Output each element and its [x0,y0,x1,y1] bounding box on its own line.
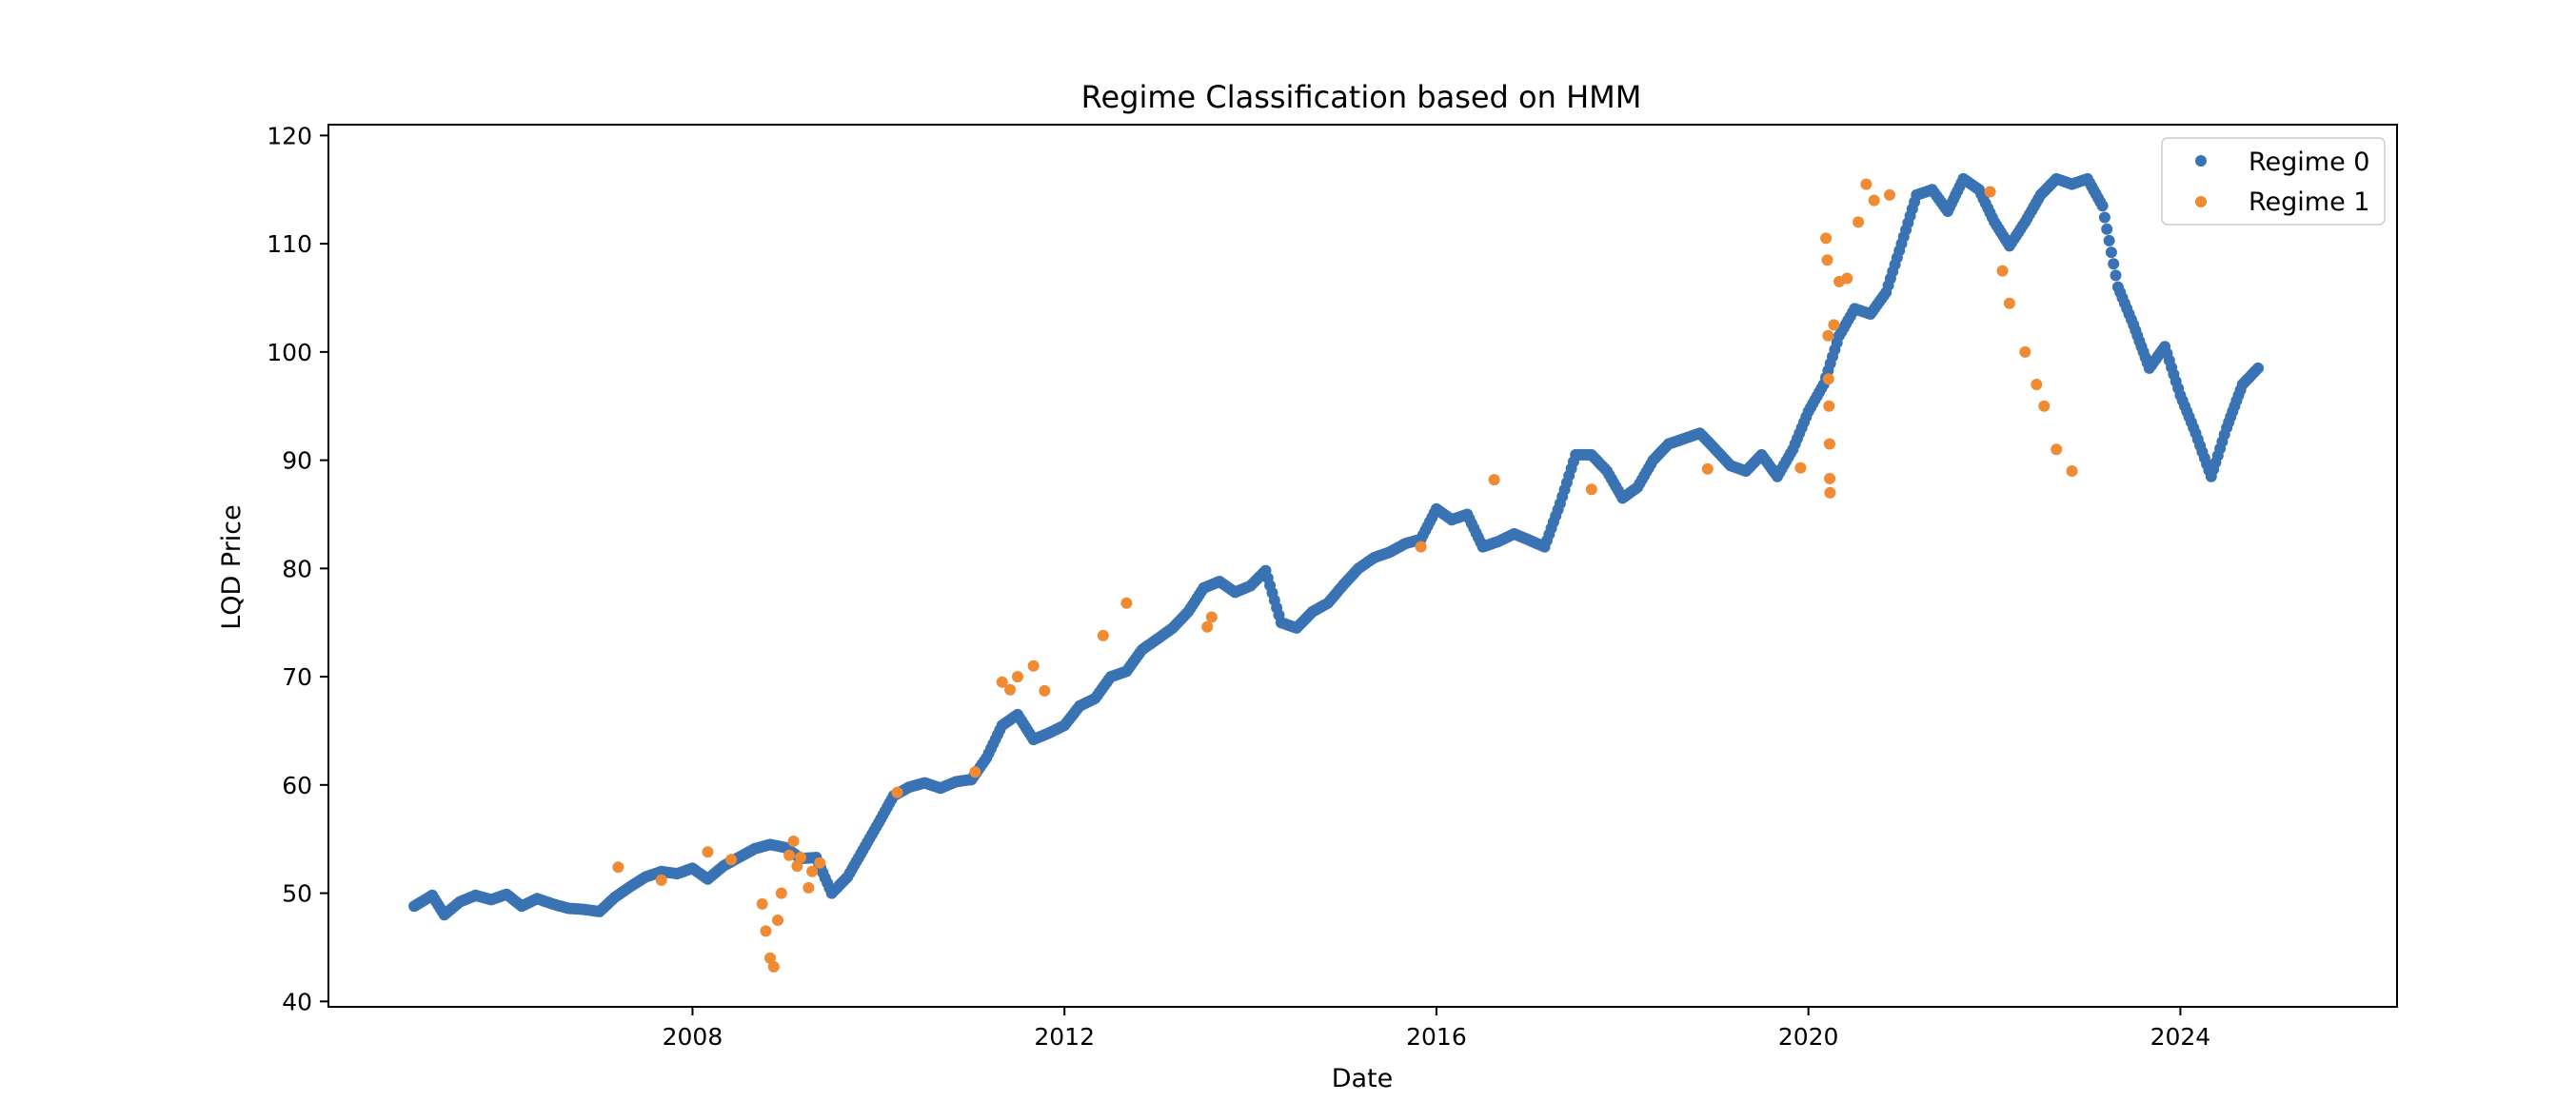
data-point [1415,541,1427,553]
data-point [2103,234,2115,246]
data-point [2066,465,2078,477]
data-point [1860,178,1873,190]
data-point [806,865,819,877]
data-point [1823,400,1835,412]
legend-label-regime-1: Regime 1 [2249,187,2369,217]
data-point [2051,443,2063,456]
y-tick-label: 120 [267,122,312,149]
data-point [2038,400,2051,412]
data-point [1984,186,1996,198]
series-regime-1 [612,178,2078,973]
data-point [2101,223,2113,235]
y-tick-label: 100 [267,339,312,366]
data-point [1841,272,1853,285]
data-point [2110,269,2122,282]
data-point [1205,611,1218,623]
chart-title: Regime Classification based on HMM [1081,79,1642,115]
data-point [756,897,768,910]
data-point [767,960,780,973]
data-point [2252,362,2264,374]
data-point [1996,265,2009,277]
data-point [655,874,667,886]
plot-frame [327,124,2398,1008]
data-point [1828,319,1840,331]
data-point [1820,232,1833,245]
y-axis: 40 50 60 70 80 90 100 110 120 [267,122,328,1015]
data-point [1794,462,1807,474]
y-tick-label: 90 [282,447,312,475]
data-point [1004,683,1016,696]
data-point [1822,373,1834,385]
data-point [791,860,803,873]
data-point [1039,684,1051,697]
x-axis-label: Date [1332,1064,1394,1093]
data-point [764,952,776,964]
data-point [1012,671,1023,683]
y-tick-label: 60 [282,772,312,799]
x-axis: 2008 2012 2016 2020 2024 [663,1007,2211,1051]
data-point [612,861,624,874]
data-point [783,849,796,861]
data-point [996,676,1008,688]
x-tick-label: 2012 [1034,1023,1095,1051]
data-point [1027,659,1040,672]
legend-label-regime-0: Regime 0 [2249,148,2369,177]
data-point [1120,597,1133,609]
data-point [1824,472,1836,484]
data-point [725,854,738,866]
data-point [775,887,787,899]
legend-marker-regime-0 [2195,155,2207,167]
data-point [795,852,807,863]
legend-box [2161,137,2386,226]
x-tick-label: 2016 [1406,1023,1467,1051]
data-point [969,766,981,778]
y-tick-label: 50 [282,880,312,908]
y-tick-label: 70 [282,663,312,691]
data-point [760,925,772,937]
data-point [2003,297,2015,309]
legend-marker-regime-1 [2195,196,2207,207]
data-point [1824,486,1836,499]
data-point [2105,246,2117,259]
data-point [2108,258,2120,270]
plot-area [327,124,2398,1008]
y-axis-label: LQD Price [217,504,247,630]
data-point [1868,194,1880,207]
data-point [702,846,714,858]
data-point [1488,474,1500,486]
legend: Regime 0 Regime 1 [2161,137,2386,226]
x-tick-label: 2024 [2150,1023,2211,1051]
data-point [803,881,815,894]
data-point [2096,200,2109,212]
x-tick-label: 2020 [1778,1023,1839,1051]
data-point [1821,254,1833,266]
data-point [1585,483,1597,496]
data-point [1823,438,1835,450]
data-point [1097,629,1109,641]
data-point [1884,188,1895,201]
x-tick-label: 2008 [663,1023,723,1051]
data-point [891,786,903,798]
data-point [2019,345,2031,358]
data-point [772,915,783,926]
data-point [1201,620,1214,633]
y-tick-label: 110 [267,230,312,258]
data-point [1853,216,1865,228]
data-point [814,856,826,869]
y-tick-label: 80 [282,555,312,582]
points-layer [408,172,2264,973]
data-point [1701,462,1714,475]
data-point [2098,211,2110,224]
y-tick-label: 40 [282,988,312,1015]
data-point [2031,379,2043,390]
data-point [787,836,800,847]
data-point [1822,329,1834,342]
